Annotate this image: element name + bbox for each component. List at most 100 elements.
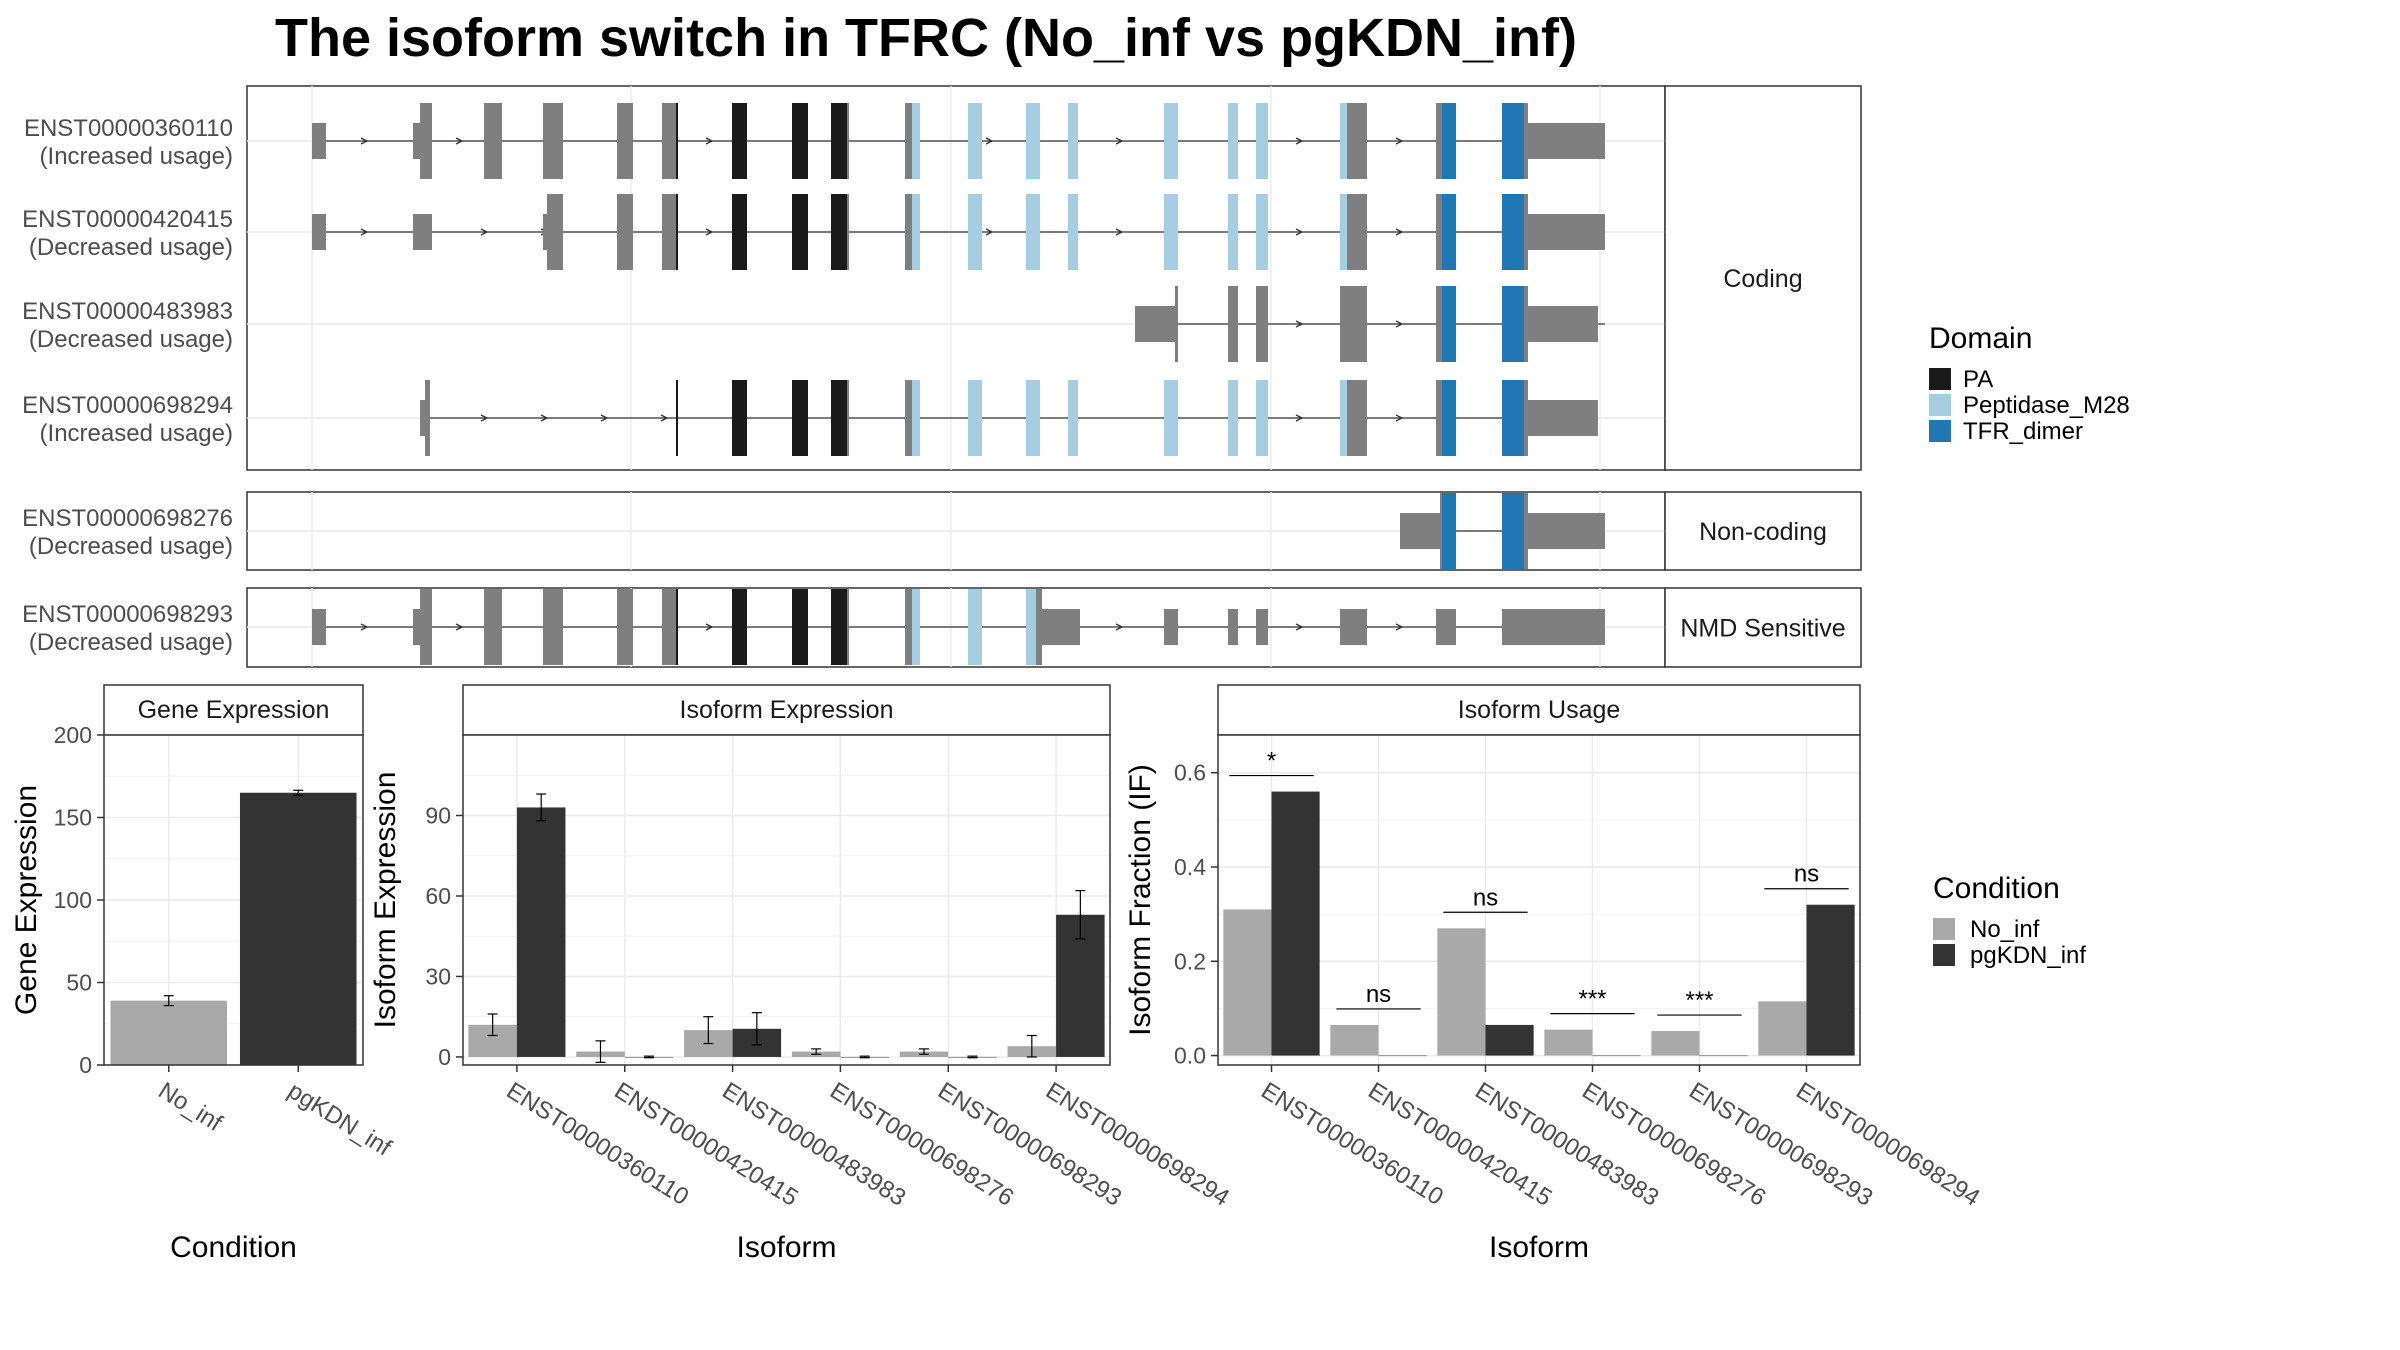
exon-block [543,589,563,665]
x-tick-label: ENST00000360110 [1256,1077,1448,1211]
domain-block-peptidase_m28 [1228,103,1238,179]
strand-arrow [480,414,489,422]
condition-legend-key [1933,944,1955,966]
significance-label: ns [1366,981,1391,1008]
strand-arrow [1295,228,1304,236]
y-tick-label: 100 [54,887,92,913]
exon-block [847,589,849,665]
x-axis-title: Isoform [736,1231,836,1264]
domain-block-peptidase_m28 [1164,103,1178,179]
y-tick-label: 0 [438,1044,451,1070]
transcript-id-label: ENST00000483983 [22,298,233,325]
exon-block [1164,609,1178,645]
domain-block-peptidase_m28 [912,194,920,270]
domain-block-peptidase_m28 [1164,380,1178,456]
exon-block [484,589,502,665]
domain-block-pa [732,103,747,179]
domain-block-pa [732,380,747,456]
facet-label: Non-coding [1699,518,1827,546]
strand-arrow [455,137,464,145]
x-tick-label: ENST00000698293 [1684,1077,1877,1212]
strand-arrow [705,228,714,236]
exon-block [1528,306,1598,342]
exon-block [1436,609,1456,645]
chart-strip [1217,684,1861,736]
exon-block [662,194,676,270]
bar [1485,1024,1534,1056]
exon-block [1524,286,1528,362]
strand-arrow [360,623,369,631]
facet-strip [1664,85,1862,471]
strand-arrow [360,228,369,236]
exon-block [484,103,502,179]
strand-arrow [1395,228,1404,236]
chart-strip [462,684,1111,736]
domain-block-tfr_dimer [1442,103,1456,179]
domain-block-pa [831,589,849,665]
exon-block [1524,194,1528,270]
domain-legend-key [1929,394,1951,416]
y-tick-label: 30 [425,963,451,989]
exon-block [1528,513,1605,549]
domain-block-pa [792,194,808,270]
exon-block [413,123,420,159]
domain-block-peptidase_m28 [912,380,920,456]
domain-block-tfr_dimer [1442,286,1456,362]
exon-block [1524,493,1528,569]
x-tick-label: ENST00000360110 [502,1077,694,1211]
bar [1330,1024,1379,1056]
bar [1378,1055,1427,1057]
exon-block [905,380,912,456]
exon-block [1502,609,1605,645]
x-axis-title: Condition [170,1231,297,1264]
domain-block-peptidase_m28 [1228,380,1238,456]
domain-block-peptidase_m28 [1256,103,1268,179]
domain-block-peptidase_m28 [1026,589,1036,665]
x-axis-title: Isoform [1489,1231,1589,1264]
exon-block [1347,380,1367,456]
exon-block [312,609,326,645]
facet-label: NMD Sensitive [1680,615,1845,643]
domain-block-pa [792,589,808,665]
strand-arrow [1395,137,1404,145]
exon-block [617,194,633,270]
structure-panel-background [246,85,1666,471]
exon-block [1436,103,1442,179]
domain-block-peptidase_m28 [1068,103,1078,179]
exon-block [1347,194,1367,270]
transcript-id-label: ENST00000698293 [22,601,233,628]
exon-block [1042,609,1080,645]
strand-arrow [705,137,714,145]
domain-block-peptidase_m28 [968,194,982,270]
exon-block [425,380,430,456]
domain-block-pa [676,380,678,456]
y-tick-label: 60 [425,883,451,909]
exon-block [905,194,912,270]
y-axis-title: Isoform Fraction (IF) [1124,764,1157,1036]
strand-arrow [480,228,489,236]
domain-block-tfr_dimer [1442,194,1456,270]
domain-legend-label: PA [1963,366,1993,393]
strand-arrow [540,414,549,422]
chart-strip [103,684,364,736]
significance-label: ns [1473,884,1498,911]
domain-block-peptidase_m28 [968,589,982,665]
facet-nmd-sensitive: NMD Sensitive ENST00000698293(Decreased u… [22,587,1862,668]
x-tick-label: ENST00000483983 [717,1077,910,1212]
strand-arrow [705,623,714,631]
exon-block [1436,286,1442,362]
strand-arrow [1295,320,1304,328]
isoform-usage-chart: Isoform Usage 0.0 0.2 0.4 0.6 Isoform Fractio… [1124,684,1984,1264]
domain-block-peptidase_m28 [968,103,982,179]
gene-expression-chart: Gene Expression 0 50 100 150 200 Gene Expressi… [10,684,396,1264]
exon-block [662,589,676,665]
strand-arrow [660,414,669,422]
facet-strip [1664,491,1862,571]
strand-arrow [600,414,609,422]
domain-block-pa [732,589,747,665]
domain-block-tfr_dimer [1502,286,1524,362]
domain-block-pa [676,103,678,179]
domain-block-peptidase_m28 [1256,194,1268,270]
x-tick-label: No_inf [154,1077,227,1137]
